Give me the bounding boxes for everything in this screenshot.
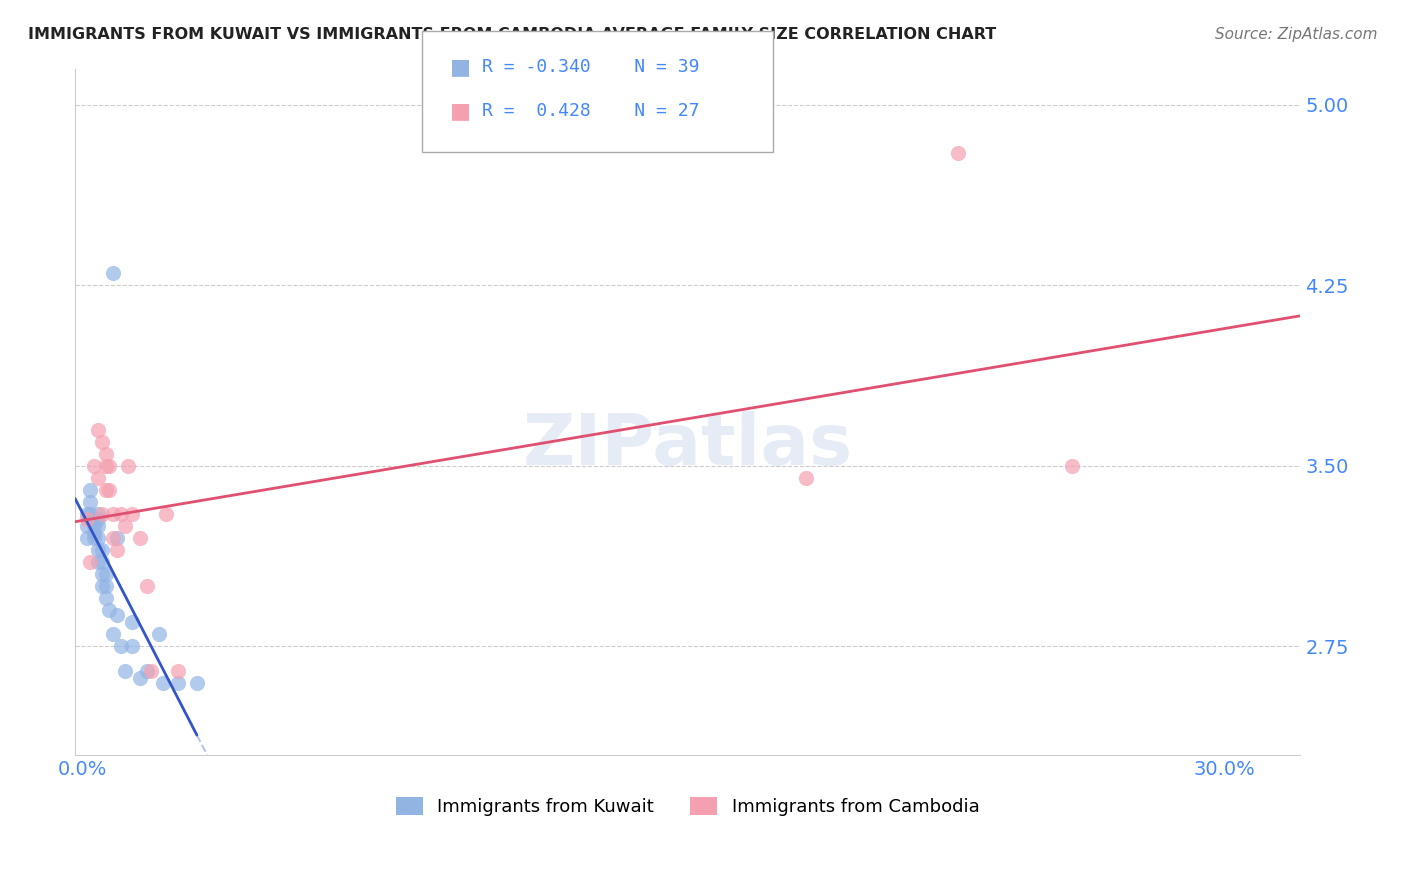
Point xyxy=(94,483,117,497)
Point xyxy=(94,447,117,461)
Point xyxy=(90,507,112,521)
Point xyxy=(83,519,105,533)
Point xyxy=(128,671,150,685)
Text: R =  0.428    N = 27: R = 0.428 N = 27 xyxy=(482,103,700,120)
Legend: Immigrants from Kuwait, Immigrants from Cambodia: Immigrants from Kuwait, Immigrants from … xyxy=(388,789,987,823)
Point xyxy=(117,458,139,473)
Point xyxy=(79,555,101,569)
Point xyxy=(87,471,110,485)
Point xyxy=(148,627,170,641)
Text: ■: ■ xyxy=(450,102,471,121)
Point xyxy=(76,512,98,526)
Point xyxy=(90,555,112,569)
Text: R = -0.340    N = 39: R = -0.340 N = 39 xyxy=(482,58,700,76)
Point xyxy=(87,519,110,533)
Point xyxy=(110,507,132,521)
Point xyxy=(87,512,110,526)
Point xyxy=(166,664,188,678)
Point xyxy=(114,664,136,678)
Point xyxy=(79,495,101,509)
Point xyxy=(105,543,128,558)
Point xyxy=(87,423,110,437)
Point xyxy=(87,555,110,569)
Point xyxy=(101,266,124,280)
Point xyxy=(105,531,128,545)
Point xyxy=(141,664,163,678)
Point xyxy=(76,531,98,545)
Text: Source: ZipAtlas.com: Source: ZipAtlas.com xyxy=(1215,27,1378,42)
Text: IMMIGRANTS FROM KUWAIT VS IMMIGRANTS FROM CAMBODIA AVERAGE FAMILY SIZE CORRELATI: IMMIGRANTS FROM KUWAIT VS IMMIGRANTS FRO… xyxy=(28,27,997,42)
Point xyxy=(105,608,128,623)
Point xyxy=(101,531,124,545)
Point xyxy=(90,434,112,449)
Point xyxy=(186,675,208,690)
Point xyxy=(110,640,132,654)
Point xyxy=(76,507,98,521)
Point xyxy=(83,512,105,526)
Point xyxy=(152,675,174,690)
Point xyxy=(155,507,177,521)
Point xyxy=(136,664,159,678)
Point xyxy=(101,507,124,521)
Point xyxy=(98,483,121,497)
Point xyxy=(94,458,117,473)
Point xyxy=(79,512,101,526)
Point xyxy=(83,531,105,545)
Point xyxy=(946,145,969,160)
Point xyxy=(136,579,159,593)
Point xyxy=(794,471,817,485)
Text: ■: ■ xyxy=(450,57,471,77)
Point xyxy=(87,531,110,545)
Point xyxy=(90,579,112,593)
Point xyxy=(98,603,121,617)
Point xyxy=(121,507,143,521)
Point xyxy=(121,640,143,654)
Point xyxy=(90,567,112,582)
Point xyxy=(166,675,188,690)
Point xyxy=(94,579,117,593)
Point xyxy=(101,627,124,641)
Point xyxy=(128,531,150,545)
Point xyxy=(83,526,105,541)
Point xyxy=(90,543,112,558)
Point xyxy=(79,483,101,497)
Text: ZIPatlas: ZIPatlas xyxy=(523,411,853,481)
Point xyxy=(87,543,110,558)
Point xyxy=(76,519,98,533)
Point xyxy=(94,567,117,582)
Point xyxy=(1062,458,1084,473)
Point xyxy=(87,507,110,521)
Point xyxy=(121,615,143,630)
Point xyxy=(83,458,105,473)
Point xyxy=(114,519,136,533)
Point xyxy=(98,458,121,473)
Point xyxy=(94,591,117,606)
Point xyxy=(79,507,101,521)
